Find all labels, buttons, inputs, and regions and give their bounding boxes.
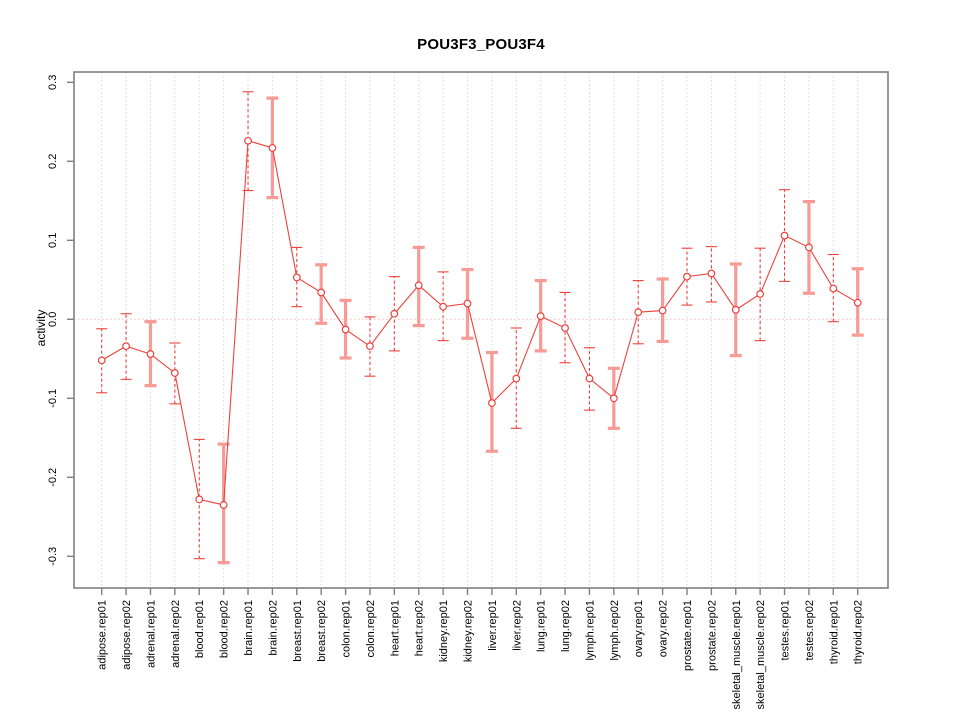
- x-tick-label: ovary.rep02: [658, 600, 670, 657]
- x-tick-label: breast.rep01: [292, 600, 304, 662]
- x-tick-label: ovary.rep01: [633, 600, 645, 657]
- data-point: [122, 342, 130, 351]
- x-tick-label: adipose.rep02: [121, 600, 133, 670]
- data-point: [439, 302, 448, 311]
- y-tick-label: 0.2: [47, 154, 59, 169]
- data-point: [341, 325, 350, 334]
- x-tick-label: skeletal_muscle.rep01: [731, 600, 743, 709]
- x-tick-label: lung.rep02: [560, 600, 572, 652]
- x-tick-label: heart.rep02: [414, 600, 426, 656]
- data-point: [512, 374, 521, 383]
- x-tick-label: liver.rep02: [511, 600, 523, 651]
- y-tick-label: 0.0: [47, 312, 59, 327]
- data-point: [829, 284, 838, 293]
- y-tick-label: 0.3: [47, 75, 59, 90]
- data-point: [244, 136, 252, 145]
- data-point: [366, 342, 374, 351]
- x-tick-label: lymph.rep02: [609, 600, 621, 661]
- y-tick-label: -0.1: [47, 389, 59, 408]
- y-tick-label: -0.3: [47, 547, 59, 566]
- x-tick-label: blood.rep01: [194, 600, 206, 658]
- plot-border: [73, 71, 889, 589]
- x-tick-label: testes.rep02: [804, 600, 816, 661]
- series-line: [101, 140, 858, 506]
- data-point: [756, 290, 765, 298]
- x-tick-label: adrenal.rep01: [145, 600, 157, 668]
- x-tick-label: kidney.rep02: [463, 600, 475, 662]
- data-point: [170, 369, 179, 377]
- data-point: [414, 281, 423, 290]
- y-tick-label: 0.1: [47, 233, 59, 248]
- x-tick-label: lymph.rep01: [584, 600, 596, 661]
- data-point: [658, 306, 667, 315]
- data-point: [780, 231, 789, 240]
- x-tick-label: adipose.rep01: [97, 600, 109, 670]
- data-point: [317, 288, 326, 297]
- data-point: [707, 269, 716, 278]
- x-tick-label: colon.rep02: [365, 600, 377, 658]
- data-point: [97, 356, 106, 365]
- chart-title: POU3F3_POU3F4: [417, 36, 545, 53]
- x-tick-label: brain.rep01: [243, 600, 255, 656]
- x-tick-label: thyroid.rep01: [828, 600, 840, 664]
- data-point: [268, 143, 277, 152]
- data-point: [634, 308, 643, 317]
- data-point: [463, 299, 472, 308]
- x-tick-label: liver.rep01: [487, 600, 499, 651]
- data-point: [195, 495, 204, 504]
- data-point: [683, 272, 691, 281]
- data-point: [487, 399, 496, 407]
- data-point: [585, 374, 594, 383]
- x-tick-label: skeletal_muscle.rep02: [755, 600, 767, 709]
- data-point: [219, 501, 228, 509]
- x-tick-label: prostate.rep01: [682, 600, 694, 671]
- x-tick-label: lung.rep01: [536, 600, 548, 652]
- x-tick-label: testes.rep01: [780, 600, 792, 661]
- x-tick-label: heart.rep01: [389, 600, 401, 656]
- x-tick-label: thyroid.rep02: [853, 600, 865, 664]
- y-tick-label: -0.2: [47, 468, 59, 487]
- data-point: [390, 309, 399, 318]
- data-point: [536, 312, 545, 321]
- data-point: [292, 273, 301, 282]
- x-tick-label: blood.rep02: [219, 600, 231, 658]
- x-tick-label: colon.rep01: [341, 600, 353, 658]
- x-tick-label: adrenal.rep02: [170, 600, 182, 668]
- data-point: [731, 305, 740, 314]
- x-tick-label: prostate.rep02: [706, 600, 718, 671]
- x-tick-label: breast.rep02: [316, 600, 328, 662]
- x-tick-label: kidney.rep01: [438, 600, 450, 662]
- data-point: [561, 324, 569, 332]
- data-point: [805, 243, 813, 252]
- x-tick-label: brain.rep02: [267, 600, 279, 656]
- data-point: [146, 350, 155, 358]
- data-point: [853, 298, 862, 307]
- data-point: [609, 394, 618, 403]
